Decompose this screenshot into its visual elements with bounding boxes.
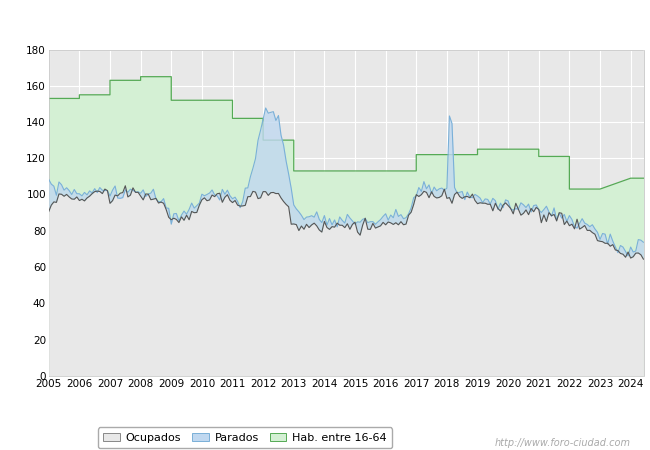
Text: Ilche - Evolucion de la poblacion en edad de Trabajar Mayo de 2024: Ilche - Evolucion de la poblacion en eda… xyxy=(90,17,560,31)
Legend: Ocupados, Parados, Hab. entre 16-64: Ocupados, Parados, Hab. entre 16-64 xyxy=(98,428,392,449)
Text: http://www.foro-ciudad.com: http://www.foro-ciudad.com xyxy=(495,438,630,448)
